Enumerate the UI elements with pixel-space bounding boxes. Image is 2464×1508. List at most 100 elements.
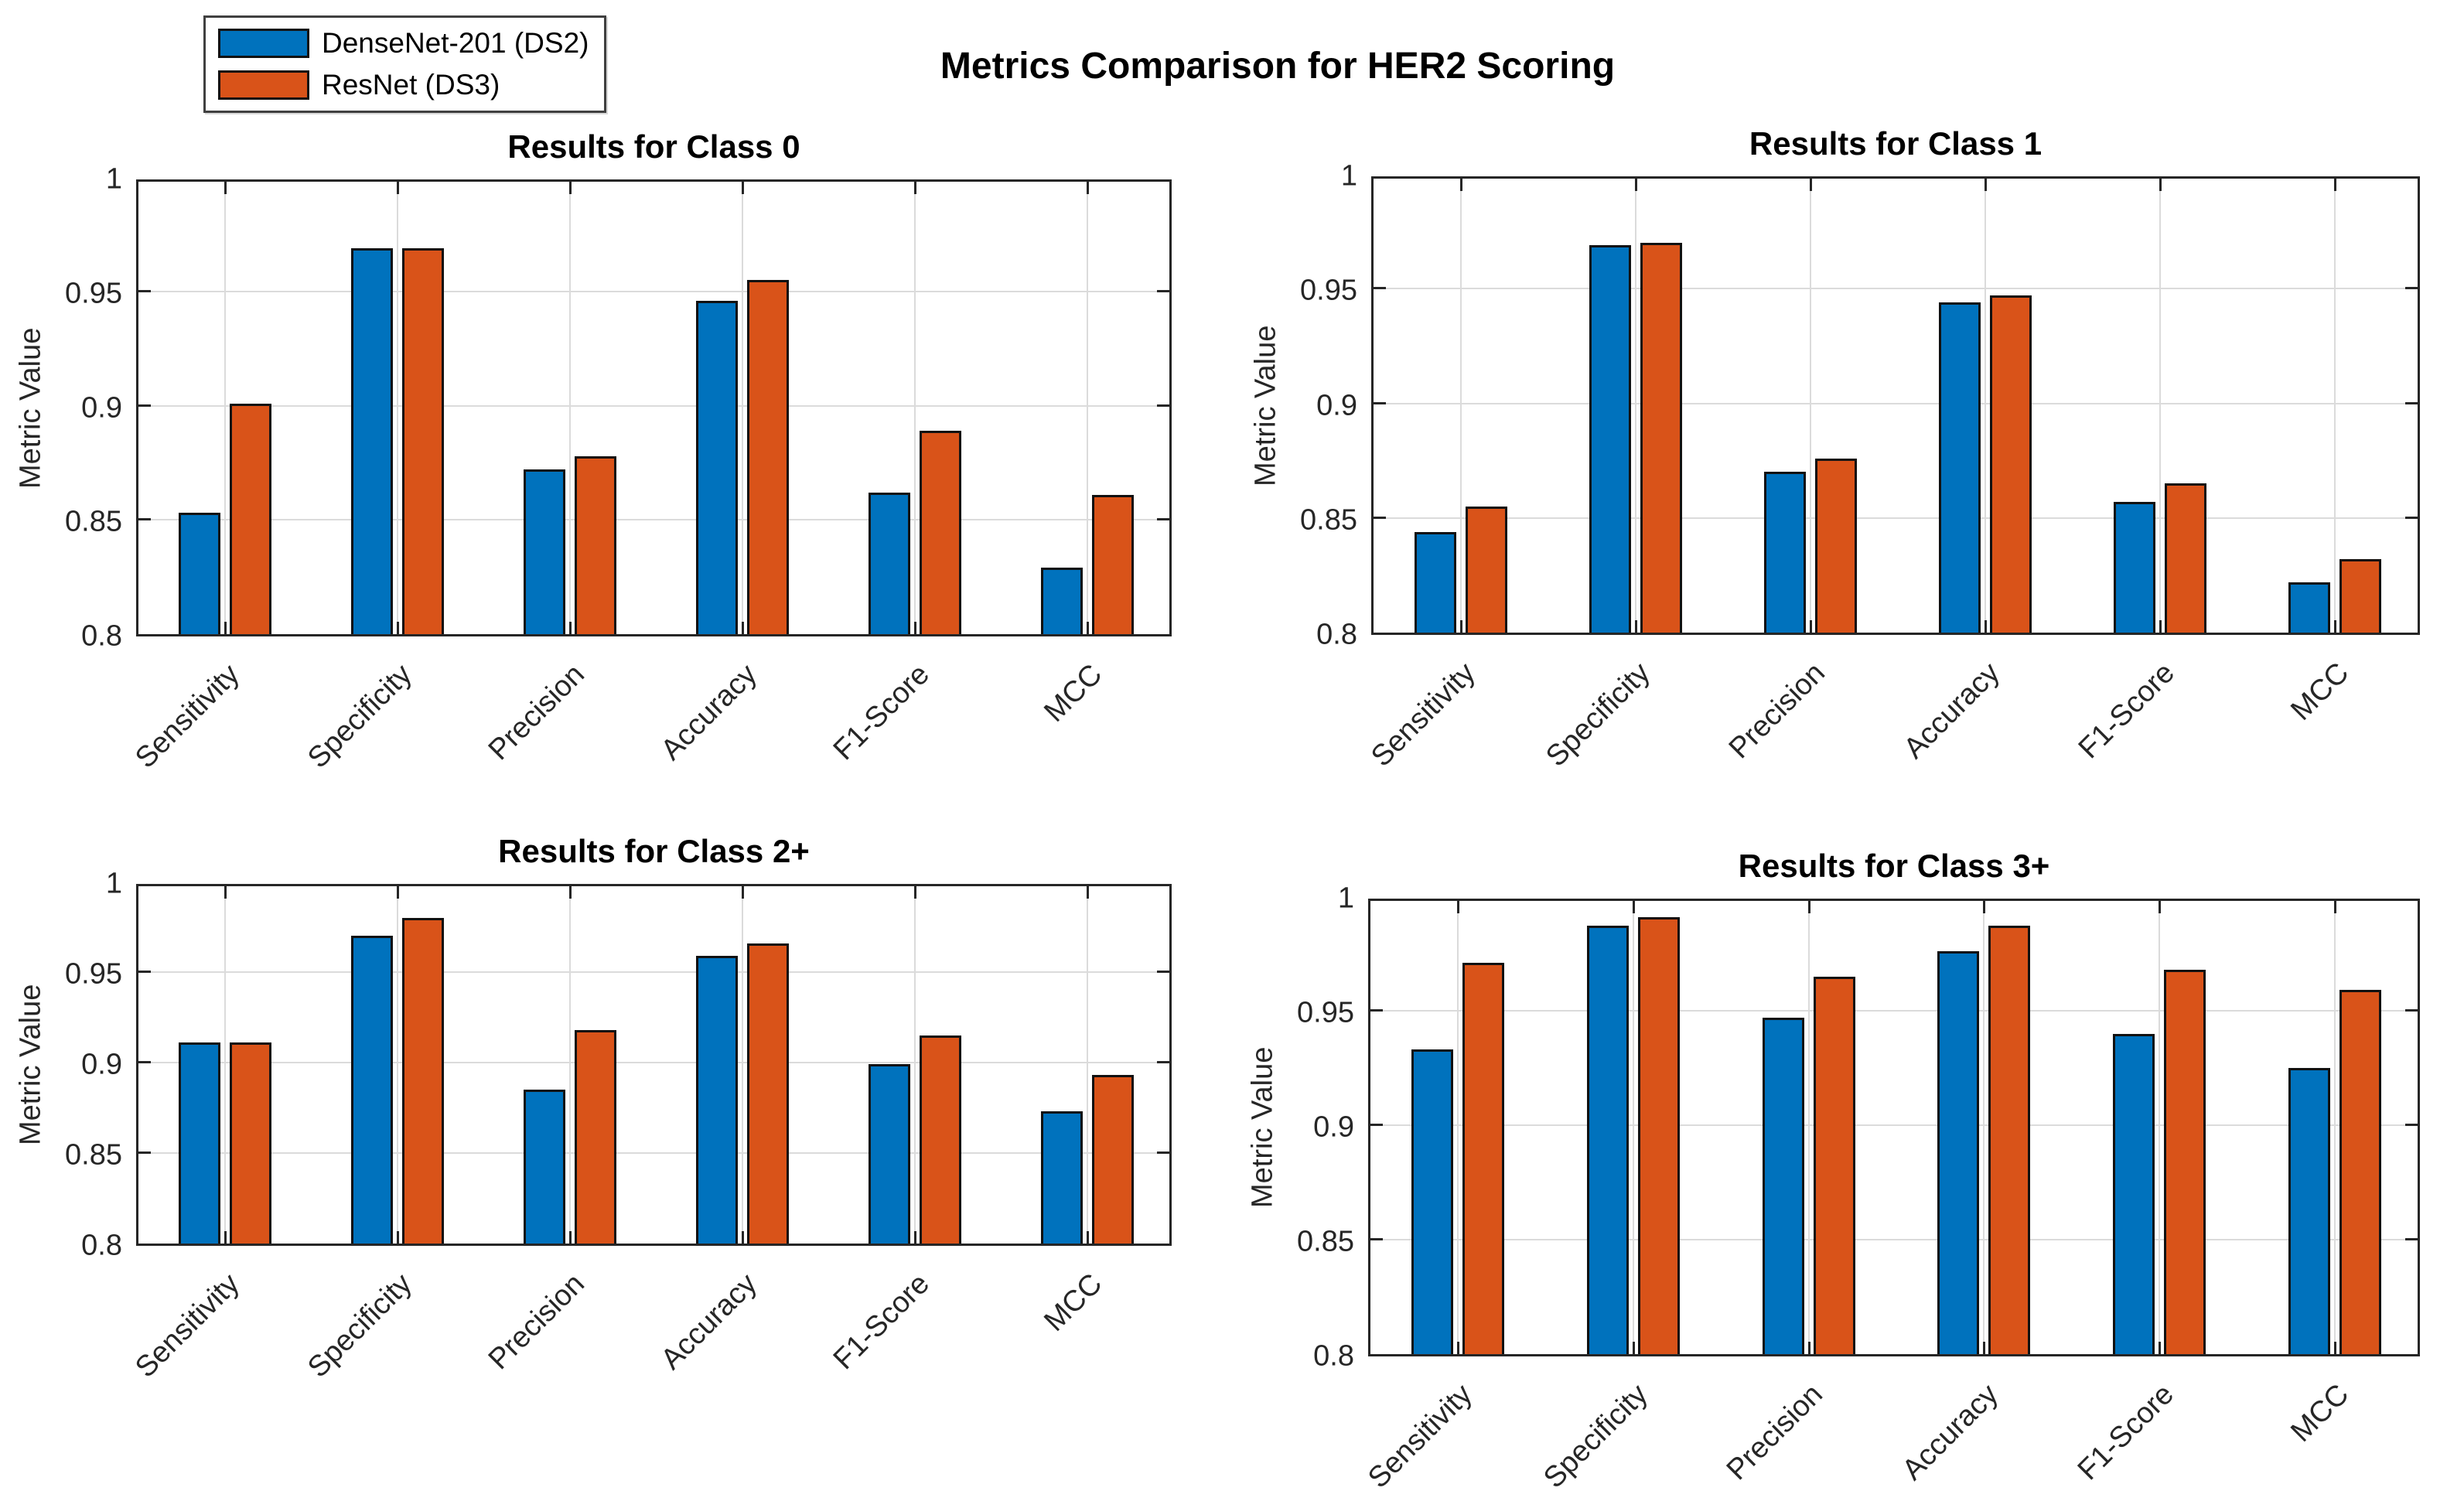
gridline-x-precision [1810, 179, 1811, 633]
gridline-x-accuracy [742, 182, 744, 634]
bar-resnet-ds3-accuracy [747, 279, 790, 634]
legend-item-resnet: ResNet (DS3) [218, 69, 589, 101]
bar-densenet-201-ds2-accuracy [1937, 951, 1980, 1354]
bar-densenet-201-ds2-mcc [1041, 1111, 1084, 1244]
y-tick-mark [138, 971, 151, 973]
gridline-x-f1-score [2159, 901, 2160, 1354]
x-tick-label: Accuracy [654, 1267, 763, 1377]
y-tick-label: 1 [1337, 882, 1354, 915]
subplot-class-1: Results for Class 1 Metric Value 0.8 0.85… [1250, 125, 2420, 773]
x-tick-label: Specificity [301, 658, 418, 775]
gridline-x-accuracy [1983, 901, 1985, 1354]
bar-resnet-ds3-specificity [401, 917, 444, 1244]
bar-resnet-ds3-precision [574, 455, 616, 634]
y-tick-label: 1 [105, 162, 122, 196]
y-tick-mark [1374, 516, 1386, 519]
x-tick-mark [568, 622, 572, 634]
bar-resnet-ds3-precision [1815, 458, 1857, 633]
x-tick-mark [742, 886, 745, 899]
bar-densenet-201-ds2-sensitivity [178, 513, 220, 634]
y-tick-label: 0.9 [81, 1048, 122, 1081]
gridline-x-mcc [1087, 886, 1089, 1244]
x-tick-label: F1-Score [2071, 1378, 2180, 1487]
x-tick-mark [568, 182, 572, 194]
x-tick-label: Sensitivity [1365, 657, 1482, 773]
y-tick-mark [138, 1151, 151, 1154]
x-tick-mark [224, 1231, 227, 1244]
gridline-x-specificity [1635, 179, 1636, 633]
x-tick-mark [914, 1231, 917, 1244]
gridline-y-0.9 [138, 404, 1169, 407]
bar-densenet-201-ds2-f1-score [2113, 1033, 2155, 1354]
bar-densenet-201-ds2-accuracy [696, 955, 739, 1244]
y-tick-label: 0.9 [81, 391, 122, 424]
gridline-x-precision [568, 182, 571, 634]
y-tick-mark [1370, 1009, 1383, 1012]
x-tick-mark [1460, 620, 1462, 633]
y-tick-mark [2405, 1124, 2418, 1126]
y-axis-label: Metric Value [1249, 325, 1282, 486]
x-tick-mark [2159, 1342, 2161, 1354]
gridline-y-0.95 [1374, 288, 2418, 290]
bar-resnet-ds3-f1-score [920, 431, 962, 634]
bar-densenet-201-ds2-specificity [350, 936, 393, 1244]
bar-resnet-ds3-accuracy [1990, 295, 2032, 633]
x-tick-label: Specificity [1537, 1378, 1654, 1495]
gridline-x-mcc [2333, 901, 2336, 1354]
y-tick-label: 0.95 [1300, 274, 1357, 307]
y-axis-label: Metric Value [1246, 1046, 1279, 1209]
subplot-title: Results for Class 0 [507, 128, 800, 165]
x-tick-mark [224, 886, 227, 899]
x-tick-mark [1807, 901, 1810, 913]
bar-densenet-201-ds2-sensitivity [1415, 531, 1456, 633]
y-tick-mark [2405, 1009, 2418, 1012]
bar-densenet-201-ds2-specificity [1589, 244, 1631, 633]
x-tick-label: Sensitivity [128, 1267, 246, 1384]
bar-resnet-ds3-sensitivity [229, 1042, 271, 1244]
bar-resnet-ds3-accuracy [1988, 926, 2031, 1354]
gridline-x-specificity [1633, 901, 1634, 1354]
x-tick-mark [2159, 620, 2162, 633]
bar-densenet-201-ds2-f1-score [869, 1064, 911, 1244]
bar-resnet-ds3-mcc [1092, 1075, 1135, 1244]
x-tick-mark [2159, 179, 2162, 191]
bar-densenet-201-ds2-specificity [350, 247, 393, 634]
bar-densenet-201-ds2-precision [523, 469, 565, 634]
gridline-x-accuracy [742, 886, 744, 1244]
subplot-class-2plus: Results for Class 2+ Metric Value 0.8 0.8… [15, 833, 1172, 1384]
y-tick-mark [1370, 1124, 1383, 1126]
bar-densenet-201-ds2-f1-score [869, 492, 911, 634]
x-tick-mark [1087, 886, 1090, 899]
gridline-y-0.85 [138, 1152, 1169, 1154]
gridline-x-specificity [396, 886, 398, 1244]
gridline-y-0.9 [138, 1062, 1169, 1063]
subplot-title: Results for Class 1 [1749, 125, 2043, 162]
x-tick-label: Accuracy [654, 658, 763, 767]
bar-resnet-ds3-sensitivity [229, 403, 271, 634]
subplot-title: Results for Class 3+ [1738, 848, 2050, 884]
legend-swatch-blue [218, 29, 309, 58]
legend-swatch-orange [218, 70, 309, 100]
bar-densenet-201-ds2-specificity [1587, 926, 1629, 1354]
x-tick-mark [1457, 1342, 1460, 1354]
y-tick-label: 0.8 [81, 1229, 122, 1262]
x-tick-label: MCC [2285, 657, 2356, 727]
bar-densenet-201-ds2-sensitivity [178, 1042, 220, 1244]
bar-resnet-ds3-sensitivity [1462, 962, 1505, 1354]
legend-item-densenet: DenseNet-201 (DS2) [218, 27, 589, 60]
x-tick-label: Precision [1722, 657, 1831, 766]
y-tick-label: 0.9 [1316, 389, 1357, 421]
gridline-x-sensitivity [224, 182, 226, 634]
gridline-x-mcc [2334, 179, 2336, 633]
y-tick-mark [1157, 289, 1169, 292]
x-tick-mark [396, 886, 399, 899]
gridline-x-accuracy [1985, 179, 1986, 633]
bar-resnet-ds3-mcc [1092, 494, 1135, 634]
plot-area [1368, 899, 2420, 1356]
x-tick-mark [396, 1231, 399, 1244]
gridline-x-specificity [396, 182, 398, 634]
y-tick-label: 0.85 [1300, 503, 1357, 537]
x-tick-mark [1983, 901, 1986, 913]
y-tick-label: 0.95 [65, 957, 122, 991]
x-tick-mark [568, 1231, 572, 1244]
